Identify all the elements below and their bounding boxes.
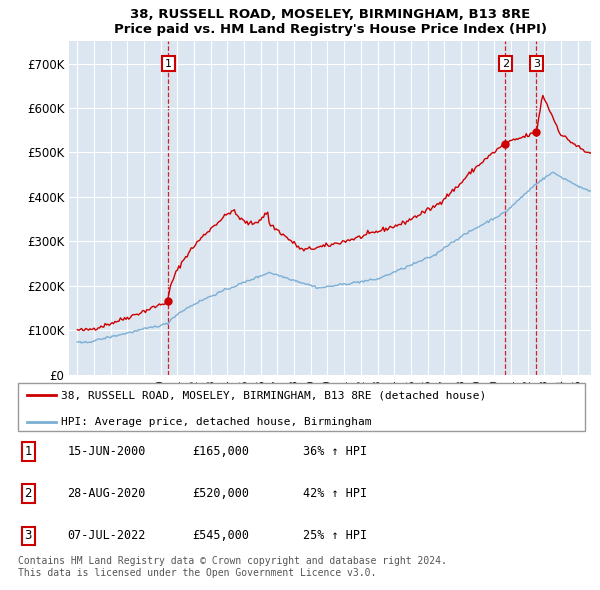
Text: 28-AUG-2020: 28-AUG-2020 <box>67 487 146 500</box>
Text: Contains HM Land Registry data © Crown copyright and database right 2024.
This d: Contains HM Land Registry data © Crown c… <box>18 556 446 578</box>
Text: 3: 3 <box>25 529 32 542</box>
Text: £545,000: £545,000 <box>193 529 250 542</box>
Text: 1: 1 <box>25 445 32 458</box>
Text: 36% ↑ HPI: 36% ↑ HPI <box>303 445 367 458</box>
Text: 25% ↑ HPI: 25% ↑ HPI <box>303 529 367 542</box>
Text: 15-JUN-2000: 15-JUN-2000 <box>67 445 146 458</box>
Title: 38, RUSSELL ROAD, MOSELEY, BIRMINGHAM, B13 8RE
Price paid vs. HM Land Registry's: 38, RUSSELL ROAD, MOSELEY, BIRMINGHAM, B… <box>113 8 547 36</box>
Text: 2: 2 <box>502 58 509 68</box>
Text: 1: 1 <box>165 58 172 68</box>
Text: 07-JUL-2022: 07-JUL-2022 <box>67 529 146 542</box>
Text: 38, RUSSELL ROAD, MOSELEY, BIRMINGHAM, B13 8RE (detached house): 38, RUSSELL ROAD, MOSELEY, BIRMINGHAM, B… <box>61 391 487 401</box>
Text: HPI: Average price, detached house, Birmingham: HPI: Average price, detached house, Birm… <box>61 417 372 427</box>
Text: 42% ↑ HPI: 42% ↑ HPI <box>303 487 367 500</box>
Text: £165,000: £165,000 <box>193 445 250 458</box>
Text: 3: 3 <box>533 58 540 68</box>
Text: £520,000: £520,000 <box>193 487 250 500</box>
Text: 2: 2 <box>25 487 32 500</box>
